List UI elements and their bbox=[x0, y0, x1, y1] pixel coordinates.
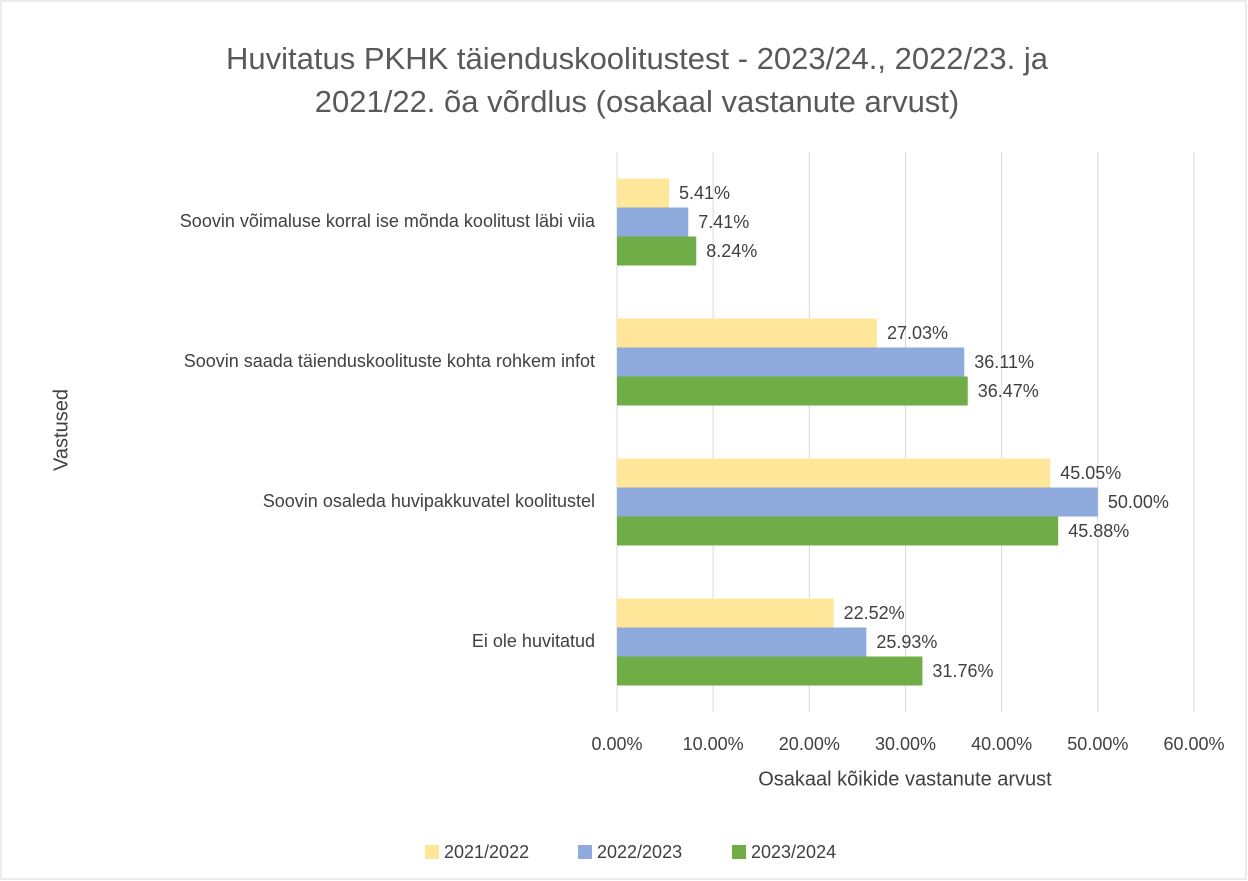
chart-title: Huvitatus PKHK täienduskoolitustest - 20… bbox=[226, 41, 1049, 119]
bar bbox=[617, 656, 923, 686]
data-label: 7.41% bbox=[698, 212, 749, 232]
bar bbox=[617, 627, 867, 657]
bar bbox=[617, 318, 877, 348]
data-label: 31.76% bbox=[932, 661, 993, 681]
bar bbox=[617, 516, 1059, 546]
y-tick-label: Ei ole huvitatud bbox=[472, 631, 595, 651]
legend-swatch bbox=[578, 845, 592, 859]
data-label: 45.88% bbox=[1068, 521, 1129, 541]
data-label: 45.05% bbox=[1060, 463, 1121, 483]
x-tick-label: 60.00% bbox=[1163, 734, 1224, 754]
bar bbox=[617, 598, 834, 628]
x-axis-title: Osakaal kõikide vastanute arvust bbox=[758, 768, 1052, 790]
bar bbox=[617, 347, 965, 377]
data-label: 36.47% bbox=[978, 381, 1039, 401]
y-tick-label: Soovin saada täienduskoolituste kohta ro… bbox=[184, 351, 595, 371]
data-label: 25.93% bbox=[876, 632, 937, 652]
bar bbox=[617, 236, 697, 266]
data-label: 36.11% bbox=[974, 352, 1034, 372]
x-tick-label: 40.00% bbox=[971, 734, 1032, 754]
y-tick-label: Soovin osaleda huvipakkuvatel koolituste… bbox=[263, 491, 595, 511]
bar bbox=[617, 487, 1098, 517]
data-label: 27.03% bbox=[887, 323, 948, 343]
x-tick-label: 50.00% bbox=[1067, 734, 1128, 754]
legend-swatch bbox=[425, 845, 439, 859]
legend-label: 2021/2022 bbox=[444, 842, 529, 862]
y-tick-label: Soovin võimaluse korral ise mõnda koolit… bbox=[180, 211, 596, 231]
bar bbox=[617, 207, 689, 237]
y-axis-title: Vastused bbox=[50, 389, 72, 471]
legend-label: 2022/2023 bbox=[597, 842, 682, 862]
x-tick-label: 10.00% bbox=[683, 734, 744, 754]
legend-label: 2023/2024 bbox=[751, 842, 836, 862]
bar bbox=[617, 458, 1051, 488]
x-tick-label: 30.00% bbox=[875, 734, 936, 754]
data-label: 8.24% bbox=[706, 241, 757, 261]
bar bbox=[617, 376, 968, 406]
x-tick-label: 20.00% bbox=[779, 734, 840, 754]
data-label: 5.41% bbox=[679, 183, 730, 203]
x-tick-label: 0.00% bbox=[591, 734, 642, 754]
data-label: 50.00% bbox=[1108, 492, 1169, 512]
bar bbox=[617, 178, 670, 208]
legend-swatch bbox=[732, 845, 746, 859]
data-label: 22.52% bbox=[844, 603, 905, 623]
